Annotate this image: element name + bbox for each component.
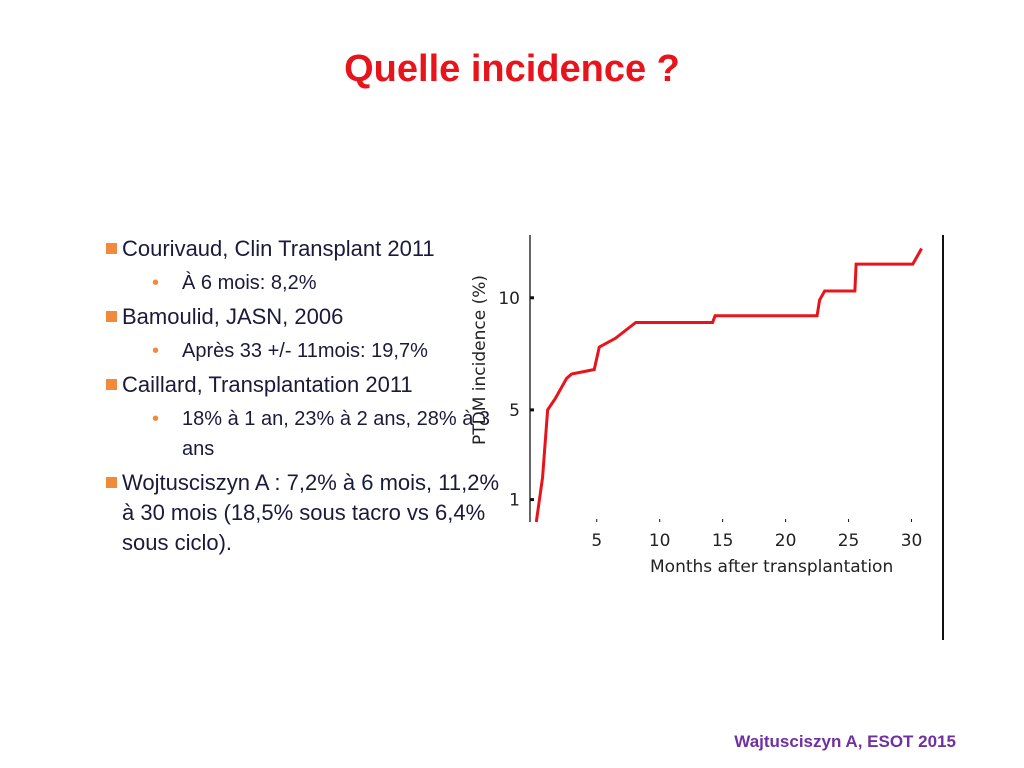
x-tick-label: 20: [775, 531, 797, 551]
x-tick-label: 25: [838, 531, 860, 551]
line: [534, 247, 923, 523]
y-tick-label: 10: [498, 289, 520, 309]
x-tick-label: 10: [649, 531, 671, 551]
sub-bullet: 18% à 1 an, 23% à 2 ans, 28% à 3 ans: [104, 404, 504, 464]
sub-bullet: Après 33 +/- 11mois: 19,7%: [104, 336, 504, 366]
bullet: Bamoulid, JASN, 2006: [104, 302, 504, 332]
x-tick-label: 5: [591, 531, 602, 551]
y-axis-label: PTDM incidence (%): [470, 275, 490, 445]
slide-title: Quelle incidence ?: [344, 48, 680, 90]
y-tick-label: 1: [509, 491, 520, 511]
y-tick-label: 5: [509, 401, 520, 421]
bullet: Caillard, Transplantation 2011: [104, 370, 504, 400]
footer: Wajtusciszyn A, ESOT 2015: [734, 732, 956, 751]
sub-bullet: À 6 mois: 8,2%: [104, 268, 504, 298]
bullet: Courivaud, Clin Transplant 2011: [104, 234, 504, 264]
x-axis-label: Months after transplantation: [650, 557, 893, 577]
x-tick-label: 30: [901, 531, 923, 551]
x-tick-label: 15: [712, 531, 734, 551]
bullet: Wojtusciszyn A : 7,2% à 6 mois, 11,2% à …: [104, 468, 504, 558]
bullet-list: Courivaud, Clin Transplant 2011 À 6 mois:…: [104, 234, 504, 562]
